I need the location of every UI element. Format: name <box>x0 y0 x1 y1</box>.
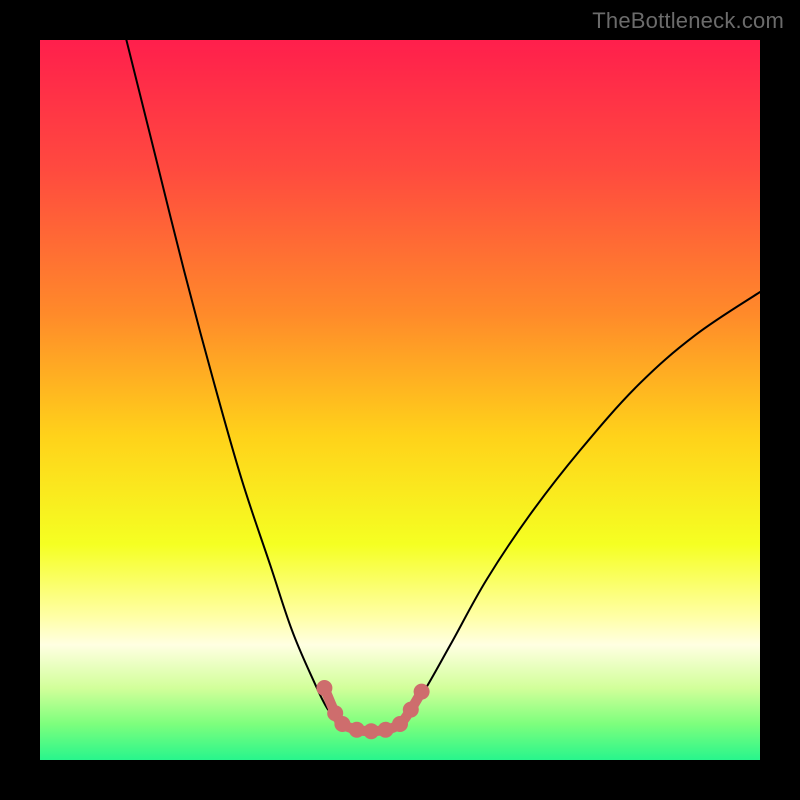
gradient-background <box>40 40 760 760</box>
marker-dot <box>349 722 365 738</box>
marker-dot <box>363 723 379 739</box>
marker-dot <box>414 684 430 700</box>
marker-dot <box>378 722 394 738</box>
plot-svg <box>40 40 760 760</box>
watermark-text: TheBottleneck.com <box>592 8 784 34</box>
marker-dot <box>392 716 408 732</box>
chart-frame: TheBottleneck.com <box>0 0 800 800</box>
marker-dot <box>316 680 332 696</box>
marker-dot <box>334 716 350 732</box>
marker-dot <box>403 702 419 718</box>
plot-area <box>40 40 760 760</box>
